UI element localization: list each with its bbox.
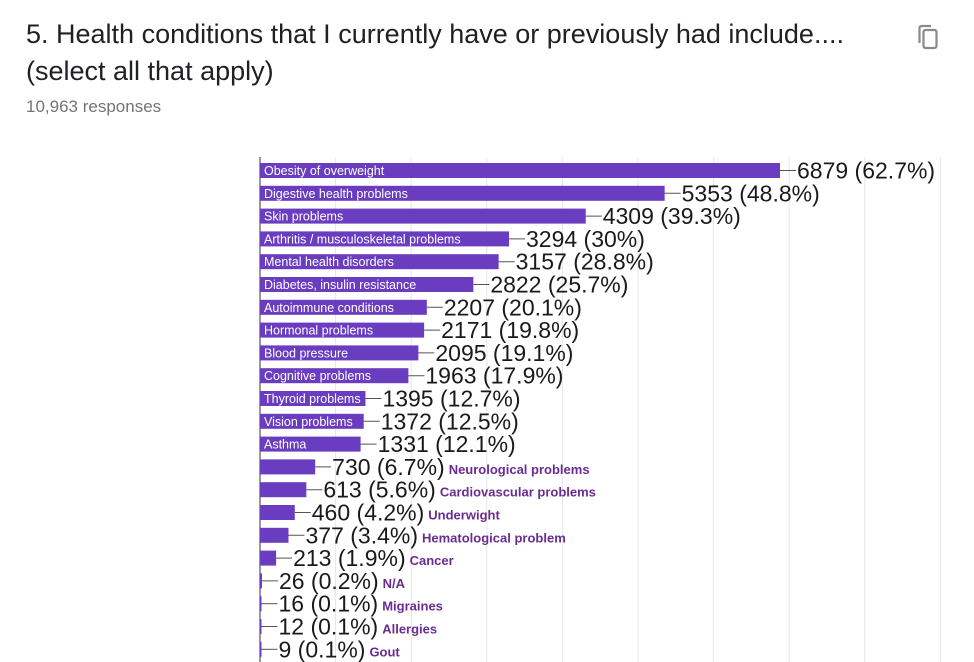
bar [260,573,262,589]
bar [260,322,425,338]
bar [260,527,289,543]
data-label: 5353 (48.8%) [682,180,820,206]
data-label: 4309 (39.3%) [603,203,741,229]
category-label: Autoimmune conditions [264,301,394,315]
bar [260,277,474,292]
category-label: Obesity of overweight [264,164,385,178]
bar [260,163,780,178]
data-label: 2822 (25.7%) [490,272,628,298]
data-label: 730 (6.7%) [332,454,445,480]
data-label: 1963 (17.9%) [425,363,563,389]
question-title: 5. Health conditions that I currently ha… [26,19,844,86]
category-label: Blood pressure [264,346,348,360]
category-label: Asthma [264,438,306,452]
response-count: 10,963 responses [26,97,162,116]
bar [260,208,586,224]
category-label: Vision problems [264,415,353,429]
data-label: 12 (0.1%) [279,614,379,640]
bar [260,231,510,247]
copy-icon [918,24,938,50]
category-label: Hematological problem [422,530,566,545]
data-label: 2171 (19.8%) [441,317,579,343]
category-label: Underwight [428,508,500,523]
bar [260,254,499,270]
category-label: Cancer [410,553,454,568]
data-label: 213 (1.9%) [293,545,406,571]
category-label: Arthritis / musculoskeletal problems [264,232,461,246]
data-label: 1331 (12.1%) [378,431,516,457]
bar [260,391,366,406]
copy-chart-button[interactable] [912,21,944,53]
data-label: 16 (0.1%) [279,591,379,617]
category-label: Allergies [382,622,437,637]
category-label: N/A [383,576,406,591]
category-label: Diabetes, insulin resistance [264,278,416,292]
data-label: 9 (0.1%) [279,636,366,662]
data-label: 3294 (30%) [526,226,645,252]
data-label: 26 (0.2%) [279,568,379,594]
category-label: Mental health disorders [264,255,394,269]
category-label: Skin problems [264,210,343,224]
bar [260,436,361,452]
bar [260,619,262,634]
bar [260,368,409,384]
bar [260,185,665,201]
category-label: Migraines [382,599,443,614]
bar [260,596,262,612]
category-label: Cognitive problems [264,369,371,383]
category-label: Gout [369,644,400,659]
category-label: Hormonal problems [264,324,373,338]
bar [260,345,419,361]
category-label: Neurological problems [449,462,590,477]
data-label: 2095 (19.1%) [435,340,573,366]
data-label: 1372 (12.5%) [381,408,519,434]
category-label: Cardiovascular problems [440,485,596,500]
category-label: Thyroid problems [264,392,361,406]
bar [260,505,295,520]
data-label: 2207 (20.1%) [444,294,582,320]
bar [260,482,307,498]
data-label: 3157 (28.8%) [516,249,654,275]
bar [260,413,364,429]
bar [260,550,277,566]
data-label: 1395 (12.7%) [382,386,520,412]
data-label: 613 (5.6%) [323,477,436,503]
bar [260,299,427,315]
data-label: 6879 (62.7%) [797,158,935,184]
bar [260,641,262,657]
bar [260,459,316,475]
data-label: 460 (4.2%) [312,500,425,526]
data-label: 377 (3.4%) [305,522,418,548]
category-label: Digestive health problems [264,187,408,201]
